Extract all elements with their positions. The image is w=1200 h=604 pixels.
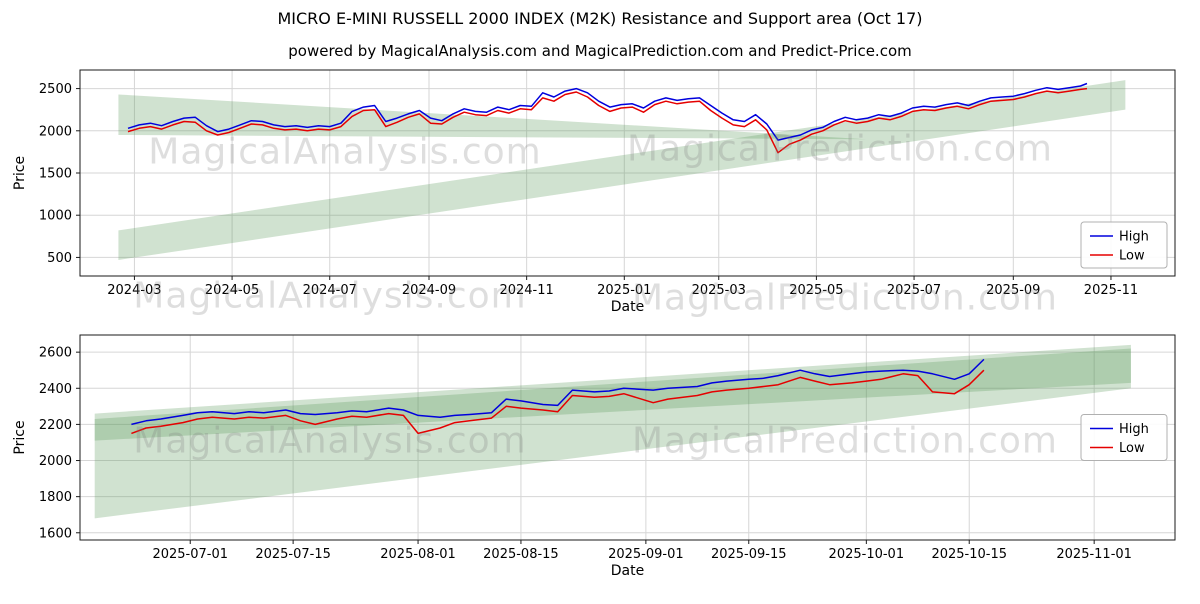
y-tick-label: 1000 — [39, 209, 72, 224]
x-tick-label: 2025-11-01 — [1056, 547, 1132, 562]
grid — [80, 335, 1175, 540]
x-axis-label: Date — [611, 563, 644, 579]
x-tick-label: 2024-09 — [402, 283, 456, 298]
y-tick-label: 500 — [47, 251, 72, 266]
x-tick-label: 2025-09-15 — [711, 547, 787, 562]
legend-label: High — [1119, 230, 1149, 245]
series-low — [131, 369, 985, 435]
x-tick-label: 2024-05 — [205, 283, 259, 298]
x-tick-label: 2025-07 — [887, 283, 941, 298]
x-tick-label: 2024-11 — [499, 283, 553, 298]
x-tick-label: 2025-08-15 — [483, 547, 559, 562]
x-axis-label: Date — [611, 299, 644, 315]
legend-label: Low — [1119, 249, 1145, 264]
x-tick-label: 2025-03 — [692, 283, 746, 298]
resistance-wedge — [118, 94, 867, 140]
series-high — [127, 82, 1088, 141]
x-tick-label: 2025-08-01 — [380, 547, 456, 562]
y-tick-label: 2200 — [39, 418, 72, 433]
y-tick-label: 1600 — [39, 526, 72, 541]
x-tick-label: 2025-10-01 — [829, 547, 905, 562]
support-wide-band — [94, 348, 1131, 519]
x-tick-label: 2025-09-01 — [608, 547, 684, 562]
axes: 500 1000 1500 2000 2500 2024-03 2024-05 2024-07… — [12, 82, 1138, 315]
x-tick-label: 2025-10-15 — [931, 547, 1007, 562]
legend-label: High — [1119, 422, 1149, 437]
y-tick-label: 1800 — [39, 490, 72, 505]
legend: High Low — [1080, 414, 1168, 461]
series-high — [131, 358, 985, 426]
x-tick-label: 2025-05 — [789, 283, 843, 298]
x-tick-label: 2024-03 — [107, 283, 161, 298]
y-tick-label: 2000 — [39, 454, 72, 469]
y-axis-label: Price — [12, 420, 28, 454]
support-resistance-bands — [118, 80, 1126, 260]
x-tick-label: 2025-01 — [597, 283, 651, 298]
y-axis-label: Price — [12, 156, 28, 190]
y-tick-label: 2600 — [39, 346, 72, 361]
y-tick-label: 2400 — [39, 382, 72, 397]
x-tick-label: 2024-07 — [303, 283, 357, 298]
chart-subtitle: powered by MagicalAnalysis.com and Magic… — [288, 42, 912, 60]
support-resistance-bands — [94, 344, 1131, 519]
x-tick-label: 2025-07-01 — [152, 547, 228, 562]
support-rising-band — [118, 80, 1126, 260]
chart-top: 500 1000 1500 2000 2500 2024-03 2024-05 2024-07… — [12, 69, 1176, 315]
x-tick-label: 2025-11 — [1084, 283, 1138, 298]
axes: 1600 1800 2000 2200 2400 2600 2025-07-01 2025-0… — [12, 346, 1132, 579]
legend: High Low — [1080, 221, 1168, 269]
y-tick-label: 2000 — [39, 124, 72, 139]
series-low — [127, 87, 1088, 154]
x-tick-label: 2025-09 — [986, 283, 1040, 298]
x-tick-label: 2025-07-15 — [255, 547, 331, 562]
legend-label: Low — [1119, 441, 1145, 456]
plot-frame — [79, 334, 1176, 541]
y-tick-label: 2500 — [39, 82, 72, 97]
chart-bottom: 1600 1800 2000 2200 2400 2600 2025-07-01 2025-0… — [12, 334, 1176, 579]
chart-title: MICRO E-MINI RUSSELL 2000 INDEX (M2K) Re… — [277, 9, 923, 28]
y-tick-label: 1500 — [39, 167, 72, 182]
